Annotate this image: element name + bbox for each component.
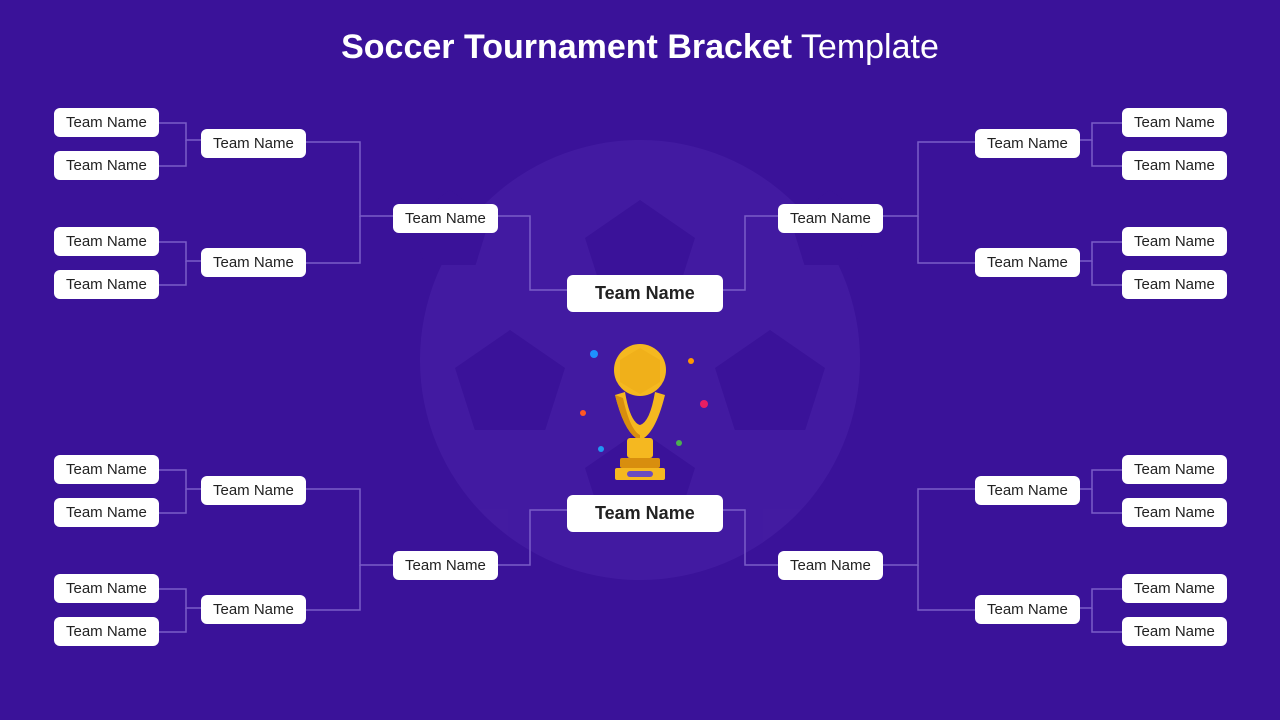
team-card: Team Name xyxy=(201,248,306,277)
team-card: Team Name xyxy=(1122,270,1227,299)
team-card: Team Name xyxy=(975,248,1080,277)
title-bold: Soccer Tournament Bracket xyxy=(341,28,792,66)
confetti-dot xyxy=(700,400,708,408)
team-card: Team Name xyxy=(54,574,159,603)
team-card: Team Name xyxy=(1122,617,1227,646)
confetti-dot xyxy=(598,446,604,452)
team-card: Team Name xyxy=(54,270,159,299)
team-card: Team Name xyxy=(1122,574,1227,603)
confetti-dot xyxy=(688,358,694,364)
team-card: Team Name xyxy=(54,227,159,256)
trophy-icon xyxy=(585,340,695,490)
confetti-dot xyxy=(676,440,682,446)
team-card: Team Name xyxy=(975,476,1080,505)
team-card: Team Name xyxy=(201,476,306,505)
team-card: Team Name xyxy=(54,617,159,646)
page-title: Soccer Tournament Bracket Template xyxy=(0,28,1280,67)
team-card: Team Name xyxy=(1122,498,1227,527)
team-card: Team Name xyxy=(975,595,1080,624)
team-card: Team Name xyxy=(567,275,723,312)
team-card: Team Name xyxy=(1122,151,1227,180)
confetti-dot xyxy=(580,410,586,416)
team-card: Team Name xyxy=(201,129,306,158)
confetti-dot xyxy=(590,350,598,358)
team-card: Team Name xyxy=(54,151,159,180)
team-card: Team Name xyxy=(975,129,1080,158)
team-card: Team Name xyxy=(1122,455,1227,484)
team-card: Team Name xyxy=(393,204,498,233)
team-card: Team Name xyxy=(1122,108,1227,137)
team-card: Team Name xyxy=(54,108,159,137)
team-card: Team Name xyxy=(201,595,306,624)
title-light: Template xyxy=(792,28,939,66)
team-card: Team Name xyxy=(54,455,159,484)
team-card: Team Name xyxy=(778,204,883,233)
team-card: Team Name xyxy=(54,498,159,527)
team-card: Team Name xyxy=(393,551,498,580)
team-card: Team Name xyxy=(1122,227,1227,256)
team-card: Team Name xyxy=(778,551,883,580)
team-card: Team Name xyxy=(567,495,723,532)
